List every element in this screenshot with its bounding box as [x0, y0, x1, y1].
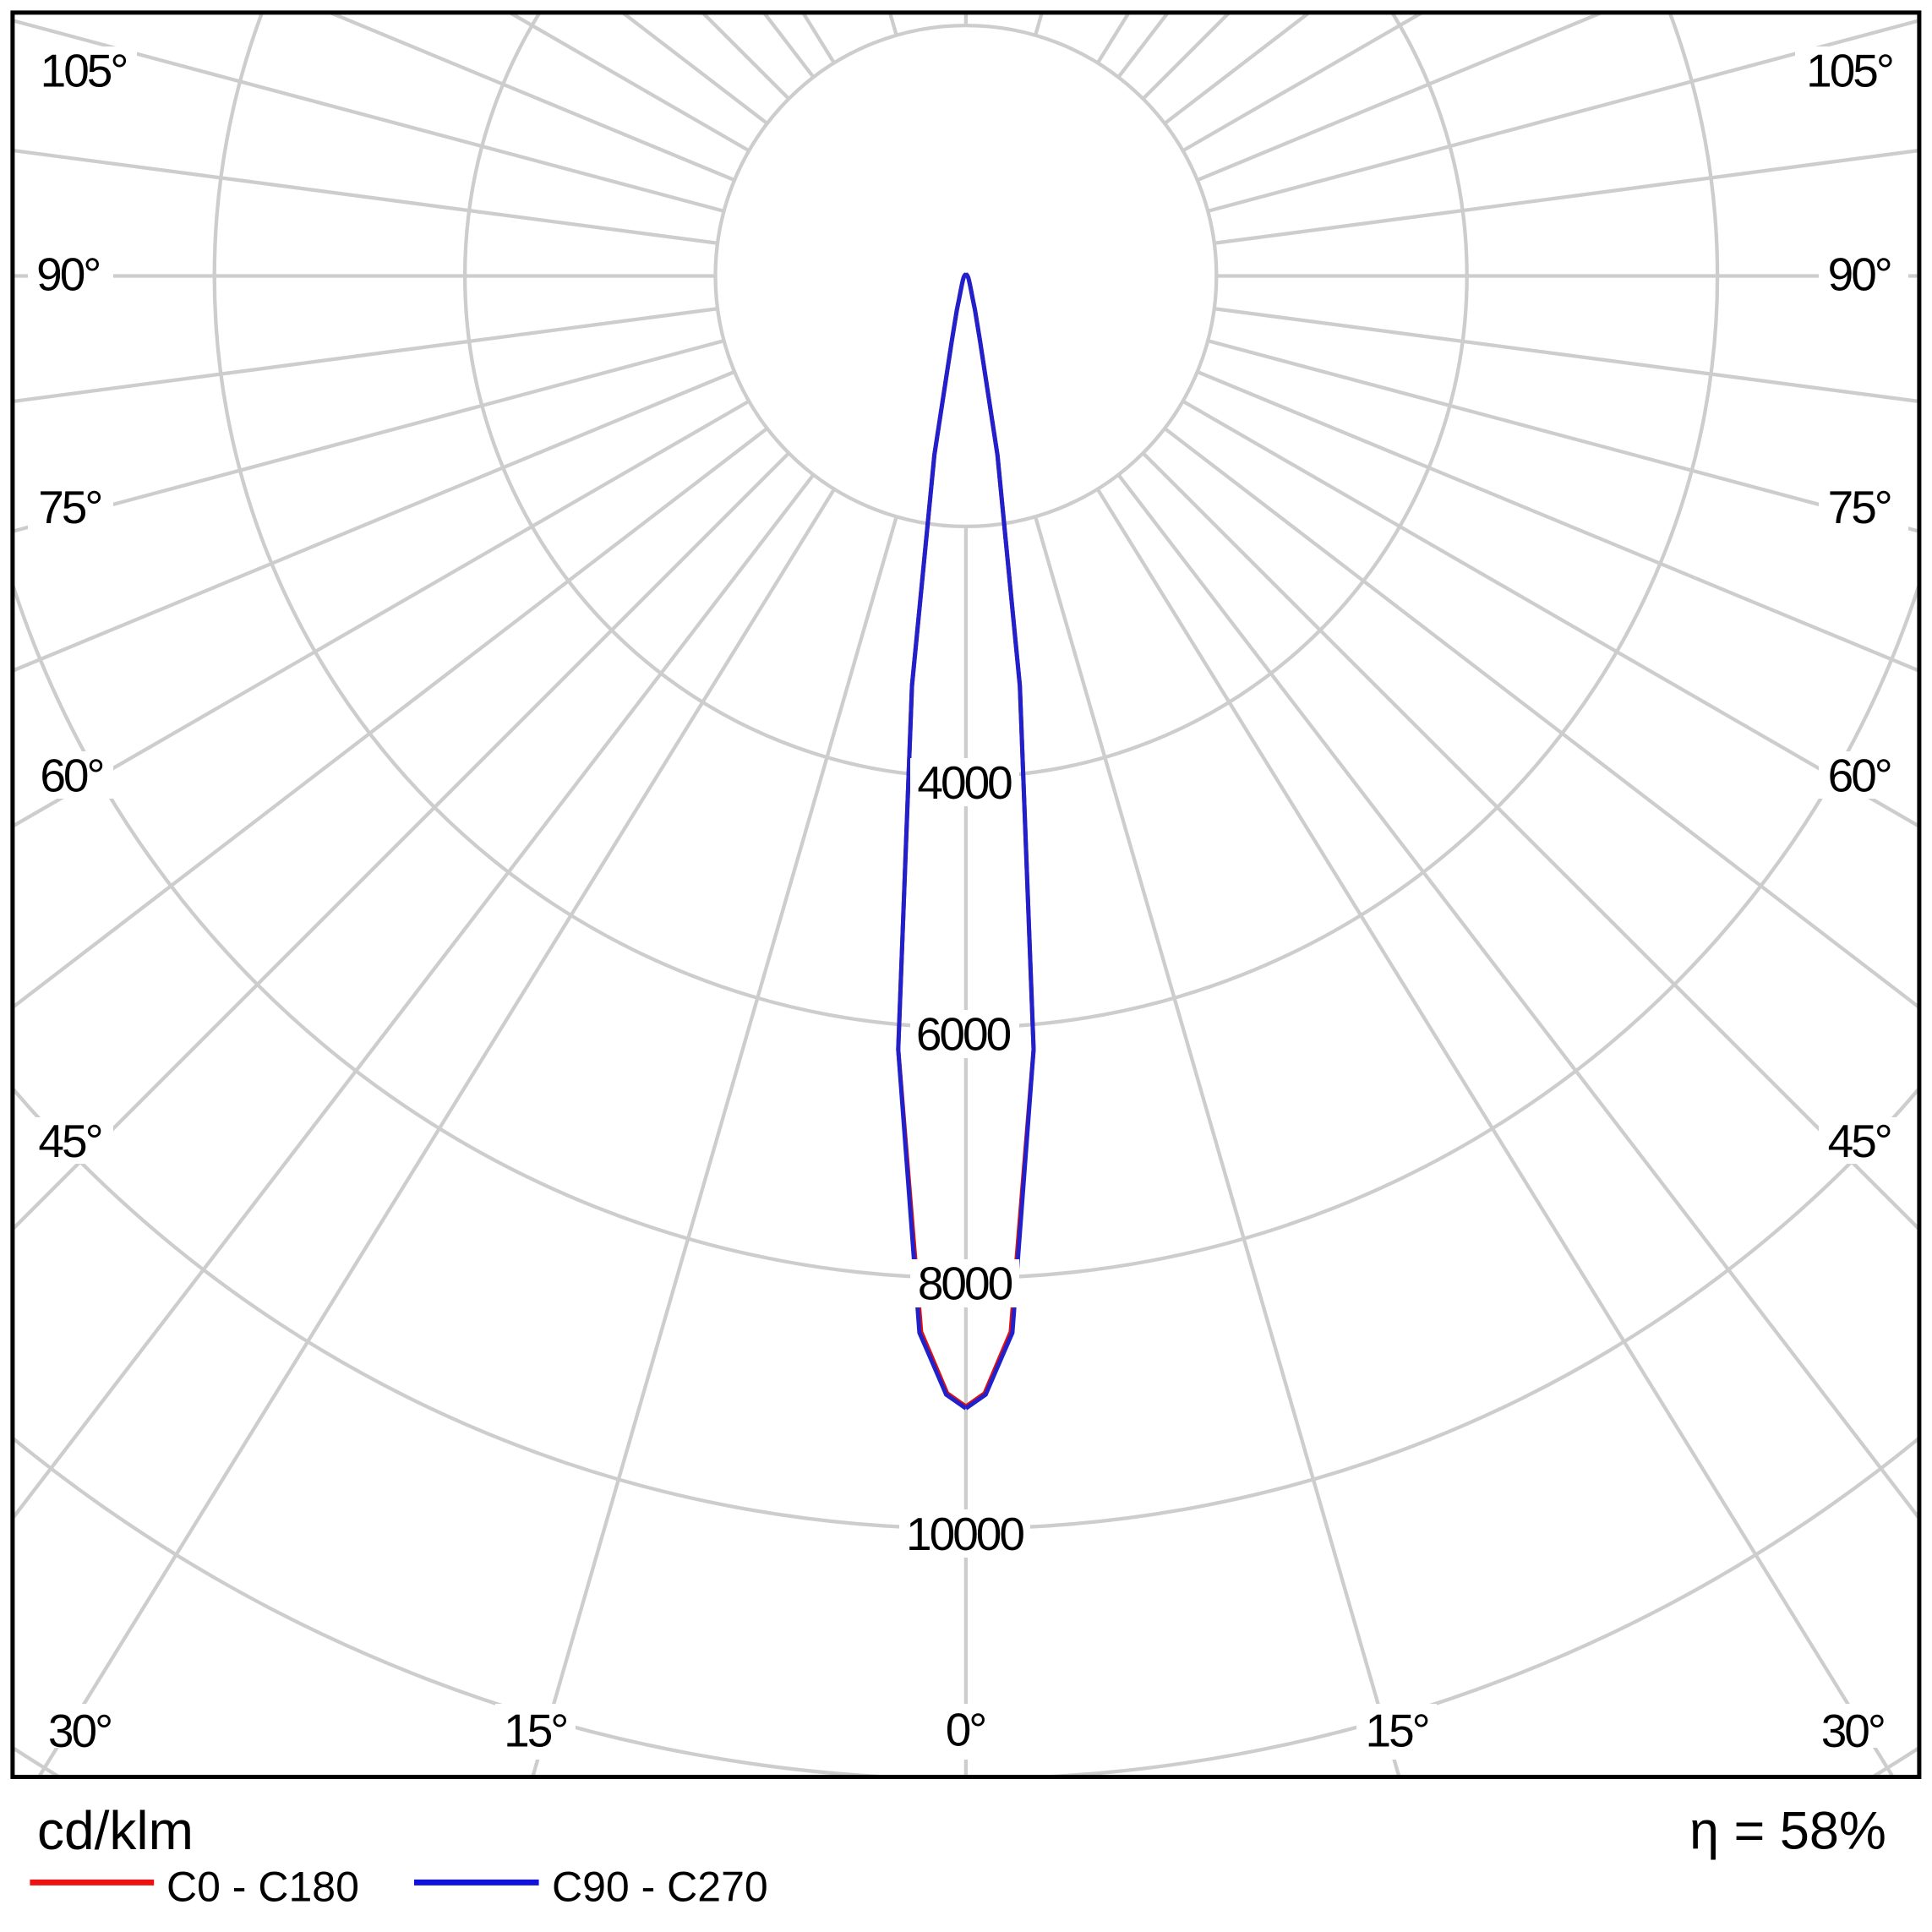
svg-text:4000: 4000: [917, 756, 1012, 809]
svg-text:15°: 15°: [504, 1705, 566, 1757]
svg-text:C90 - C270: C90 - C270: [552, 1864, 768, 1911]
svg-text:105°: 105°: [41, 45, 127, 97]
svg-text:0°: 0°: [946, 1704, 985, 1756]
svg-text:75°: 75°: [38, 481, 101, 533]
svg-text:90°: 90°: [1828, 248, 1891, 301]
svg-text:75°: 75°: [1828, 481, 1891, 533]
svg-text:η = 58%: η = 58%: [1689, 1802, 1886, 1861]
svg-text:30°: 30°: [48, 1705, 111, 1757]
svg-text:105°: 105°: [1806, 45, 1892, 97]
svg-text:15°: 15°: [1366, 1705, 1428, 1757]
svg-text:45°: 45°: [1828, 1115, 1891, 1167]
svg-text:10000: 10000: [906, 1508, 1023, 1560]
svg-text:C0 - C180: C0 - C180: [166, 1864, 359, 1911]
svg-text:cd/klm: cd/klm: [37, 1800, 194, 1861]
svg-text:8000: 8000: [918, 1258, 1012, 1310]
svg-text:60°: 60°: [1828, 750, 1891, 802]
svg-text:45°: 45°: [38, 1115, 101, 1167]
svg-text:60°: 60°: [40, 750, 102, 802]
svg-text:90°: 90°: [36, 248, 99, 301]
svg-text:30°: 30°: [1821, 1705, 1884, 1757]
svg-text:6000: 6000: [916, 1008, 1011, 1061]
